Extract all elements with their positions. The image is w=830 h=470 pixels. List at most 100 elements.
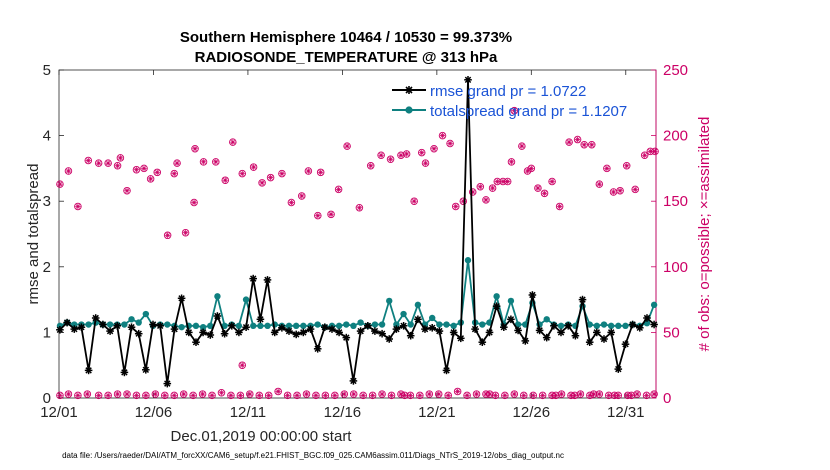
rmse-point: [578, 295, 587, 304]
obs-low-point: [236, 391, 245, 400]
y-right-tick-label: 150: [663, 193, 688, 210]
rmse-point: [406, 331, 415, 340]
totalspread-point: [214, 293, 221, 300]
totalspread-point: [450, 322, 457, 330]
obs-possible-point: [410, 197, 418, 205]
legend: rmse grand pr = 1.0722 totalspread grand…: [392, 83, 627, 120]
rmse-point: [442, 366, 451, 375]
obs-possible-point: [238, 169, 247, 178]
obs-low-point: [538, 391, 547, 400]
rmse-point: [378, 329, 386, 338]
rmse-point: [220, 329, 229, 338]
rmse-point: [392, 325, 401, 333]
obs-possible-point: [104, 159, 112, 167]
obs-low-point: [312, 391, 320, 400]
rmse-point: [156, 321, 164, 330]
rmse-point: [206, 331, 215, 339]
y-right-tick-label: 50: [663, 324, 680, 341]
obs-possible-point: [170, 169, 178, 178]
rmse-point: [177, 294, 186, 303]
obs-low-point: [610, 391, 619, 400]
rmse-point: [535, 326, 544, 335]
obs-low-point: [83, 390, 92, 398]
rmse-point: [542, 333, 551, 342]
obs-possible-point: [573, 135, 582, 144]
rmse-point: [77, 323, 86, 332]
x-tick-label: 12/06: [135, 404, 173, 421]
obs-low-point: [142, 391, 150, 400]
totalspread-point: [335, 322, 343, 330]
obs-possible-point: [334, 185, 343, 194]
obs-low-point: [208, 391, 216, 400]
obs-possible-point: [565, 138, 573, 146]
totalspread-point: [615, 322, 622, 330]
chart-title-line2: RADIOSONDE_TEMPERATURE @ 313 hPa: [195, 49, 498, 66]
x-tick-label: 12/16: [324, 404, 362, 421]
totalspread-point: [128, 316, 135, 323]
rmse-point: [521, 337, 530, 345]
rmse-point: [313, 344, 322, 353]
obs-possible-point: [616, 186, 624, 195]
totalspread-point: [343, 321, 350, 328]
rmse-point: [213, 312, 222, 320]
obs-possible-point: [221, 176, 230, 184]
rmse-point: [557, 328, 565, 337]
totalspread-point: [250, 322, 257, 330]
obs-possible-point: [132, 165, 141, 174]
y-tick-label: 2: [43, 259, 51, 276]
obs-possible-point: [451, 202, 460, 211]
totalspread-point: [557, 322, 565, 330]
rmse-point: [113, 321, 121, 330]
rmse-point: [242, 323, 250, 332]
obs-low-point: [340, 390, 349, 398]
rmse-point: [263, 276, 272, 284]
obs-low-point: [132, 391, 141, 400]
totalspread-point: [85, 321, 92, 328]
y-right-tick-label: 100: [663, 259, 688, 276]
rmse-point: [585, 338, 594, 347]
obs-possible-point: [229, 138, 237, 146]
obs-low-point: [425, 390, 434, 398]
obs-low-point: [529, 391, 537, 400]
rmse-point: [399, 321, 408, 330]
obs-possible-point: [476, 183, 485, 191]
totalspread-point: [543, 316, 550, 323]
obs-possible-point: [258, 179, 266, 187]
obs-possible-point: [397, 151, 405, 160]
chart-title-line1: Southern Hemisphere 10464 / 10530 = 99.3…: [180, 29, 512, 46]
y-right-tick-label: 250: [663, 62, 688, 79]
obs-possible-point: [327, 210, 335, 219]
rmse-point: [643, 314, 651, 322]
obs-low-point: [179, 390, 188, 398]
rmse-point: [464, 76, 472, 84]
rmse-point: [285, 327, 293, 335]
obs-low-point: [571, 391, 579, 400]
totalspread-point: [371, 321, 379, 328]
totalspread-point: [192, 322, 200, 330]
obs-possible-point: [266, 173, 275, 182]
obs-low-point: [434, 390, 443, 398]
obs-possible-point: [56, 180, 64, 188]
obs-low-point: [589, 390, 598, 398]
rmse-point: [363, 321, 372, 330]
y-right-tick-label: 0: [663, 390, 671, 407]
rmse-point: [507, 315, 515, 324]
obs-low-point: [463, 391, 471, 400]
obs-low-point: [331, 391, 339, 400]
obs-low-point: [94, 391, 103, 400]
obs-low-point: [198, 390, 207, 398]
obs-possible-point: [316, 168, 325, 177]
rmse-point: [99, 320, 107, 329]
totalspread-point: [464, 257, 472, 264]
y-axis-right-label: # of obs: o=possible; ×=assimilated: [696, 117, 713, 352]
obs-possible-point: [609, 188, 618, 196]
totalspread-point: [285, 322, 293, 330]
totalspread-point: [507, 297, 515, 305]
obs-low-point: [378, 390, 386, 398]
obs-low-point: [633, 390, 641, 398]
rmse-point: [478, 338, 487, 347]
rmse-point: [571, 331, 580, 340]
rmse-point: [492, 302, 501, 311]
obs-possible-point: [523, 167, 532, 175]
